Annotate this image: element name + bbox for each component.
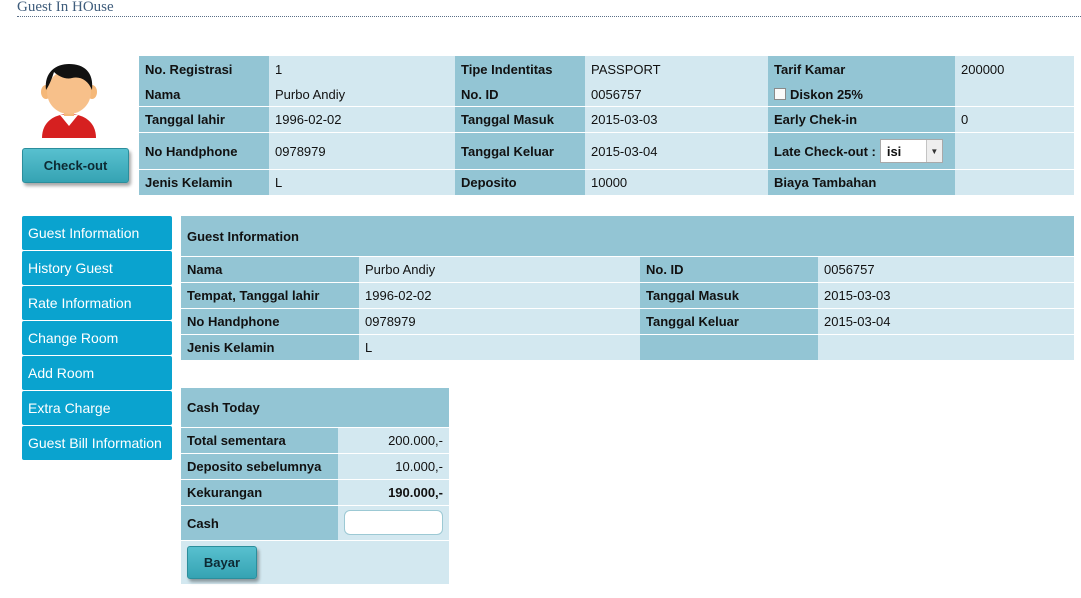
checkout-button[interactable]: Check-out (22, 148, 129, 183)
early-checkin-label: Early Chek-in (768, 107, 955, 132)
late-checkout-label: Late Check-out : (774, 143, 876, 159)
gi-masuk-value: 2015-03-03 (818, 283, 1074, 308)
early-checkin-value: 0 (955, 107, 1074, 132)
kekurangan-value: 190.000,- (338, 480, 449, 505)
deposito-value: 10000 (585, 170, 768, 195)
gi-no-id-label: No. ID (640, 257, 818, 282)
tanggal-masuk-label: Tanggal Masuk (455, 107, 585, 132)
tanggal-keluar-label: Tanggal Keluar (455, 133, 585, 169)
no-registrasi-label: No. Registrasi (139, 56, 269, 82)
gi-hp-label: No Handphone (181, 309, 359, 334)
jenis-kelamin-label: Jenis Kelamin (139, 170, 269, 195)
cash-label: Cash (181, 506, 338, 540)
gi-empty-label (640, 335, 818, 360)
total-sementara-value: 200.000,- (338, 428, 449, 453)
page-title: Guest In HOuse (17, 0, 1081, 17)
gi-masuk-label: Tanggal Masuk (640, 283, 818, 308)
sidebar-item-history-guest[interactable]: History Guest (22, 251, 172, 285)
gi-empty-value (818, 335, 1074, 360)
late-checkout-value (955, 133, 1074, 169)
late-checkout-selected: isi (886, 143, 902, 159)
no-id-label: No. ID (455, 82, 585, 106)
sidebar-item-rate-information[interactable]: Rate Information (22, 286, 172, 320)
tarif-kamar-label: Tarif Kamar (768, 56, 955, 82)
jenis-kelamin-value: L (269, 170, 455, 195)
gi-keluar-value: 2015-03-04 (818, 309, 1074, 334)
bayar-button[interactable]: Bayar (187, 546, 257, 579)
tanggal-masuk-value: 2015-03-03 (585, 107, 768, 132)
diskon-label: Diskon 25% (790, 86, 863, 102)
late-checkout-row: Late Check-out : isi ▼ (768, 133, 955, 169)
deposito-sebelumnya-label: Deposito sebelumnya (181, 454, 338, 479)
sidebar-item-guest-bill-information[interactable]: Guest Bill Information (22, 426, 172, 460)
cash-today-title: Cash Today (181, 388, 449, 427)
chevron-down-icon[interactable]: ▼ (925, 140, 942, 162)
tipe-identitas-label: Tipe Indentitas (455, 56, 585, 82)
gi-nama-value: Purbo Andiy (359, 257, 640, 282)
sidebar-item-guest-information[interactable]: Guest Information (22, 216, 172, 250)
tipe-identitas-value: PASSPORT (585, 56, 768, 82)
diskon-row[interactable]: Diskon 25% (768, 82, 955, 106)
diskon-value (955, 82, 1074, 106)
tanggal-keluar-value: 2015-03-04 (585, 133, 768, 169)
guest-avatar-icon (36, 62, 102, 138)
sidebar-item-extra-charge[interactable]: Extra Charge (22, 391, 172, 425)
biaya-tambahan-value (955, 170, 1074, 195)
tarif-kamar-value: 200000 (955, 56, 1074, 82)
gi-jk-label: Jenis Kelamin (181, 335, 359, 360)
gi-hp-value: 0978979 (359, 309, 640, 334)
no-id-value: 0056757 (585, 82, 768, 106)
tanggal-lahir-label: Tanggal lahir (139, 107, 269, 132)
sidebar-item-add-room[interactable]: Add Room (22, 356, 172, 390)
no-handphone-label: No Handphone (139, 133, 269, 169)
diskon-checkbox[interactable] (774, 88, 786, 100)
nama-value: Purbo Andiy (269, 82, 455, 106)
no-handphone-value: 0978979 (269, 133, 455, 169)
sidebar-item-change-room[interactable]: Change Room (22, 321, 172, 355)
tanggal-lahir-value: 1996-02-02 (269, 107, 455, 132)
nama-label: Nama (139, 82, 269, 106)
gi-ttl-value: 1996-02-02 (359, 283, 640, 308)
gi-nama-label: Nama (181, 257, 359, 282)
no-registrasi-value: 1 (269, 56, 455, 82)
total-sementara-label: Total sementara (181, 428, 338, 453)
gi-ttl-label: Tempat, Tanggal lahir (181, 283, 359, 308)
gi-no-id-value: 0056757 (818, 257, 1074, 282)
cash-input[interactable] (344, 510, 443, 535)
biaya-tambahan-label: Biaya Tambahan (768, 170, 955, 195)
late-checkout-select[interactable]: isi ▼ (879, 139, 943, 163)
deposito-label: Deposito (455, 170, 585, 195)
guest-info-title: Guest Information (181, 216, 1074, 256)
deposito-sebelumnya-value: 10.000,- (338, 454, 449, 479)
gi-jk-value: L (359, 335, 640, 360)
kekurangan-label: Kekurangan (181, 480, 338, 505)
gi-keluar-label: Tanggal Keluar (640, 309, 818, 334)
